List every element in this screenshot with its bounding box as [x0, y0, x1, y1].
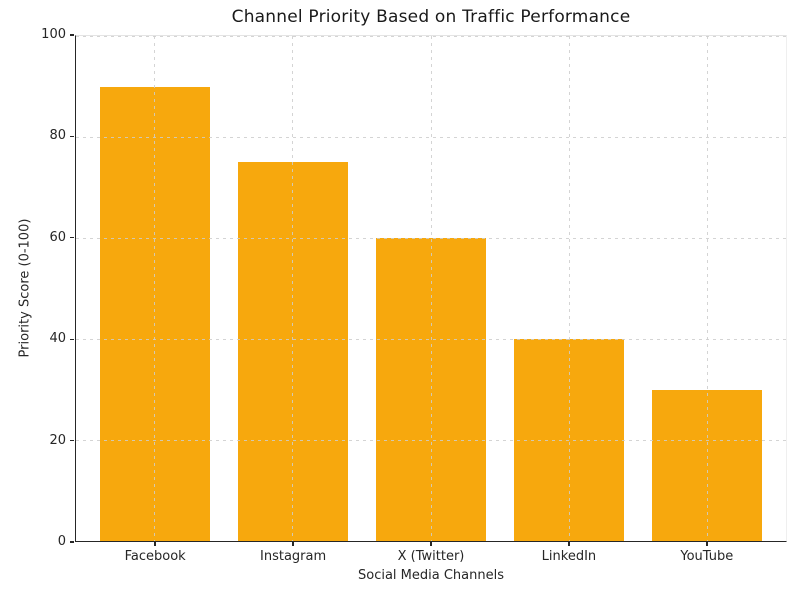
x-tick-mark — [430, 542, 432, 546]
y-tick-mark-60 — [70, 237, 74, 239]
y-tick-label-20: 20 — [49, 432, 66, 448]
x-tick-label-instagram: Instagram — [260, 549, 327, 564]
x-tick-mark — [292, 542, 294, 546]
y-tick-mark-40 — [70, 338, 74, 340]
bar-x-twitter- — [375, 238, 487, 541]
x-axis-ticks: Facebook Instagram X (Twitter) LinkedIn YouT… — [75, 542, 787, 564]
x-tick-mark — [706, 542, 708, 546]
x-tick-cell-instagram: Instagram — [224, 542, 362, 564]
bars-container — [86, 36, 776, 541]
x-tick-mark — [154, 542, 156, 546]
plot-area — [75, 35, 787, 542]
x-tick-cell-youtube: YouTube — [638, 542, 776, 564]
bar-slot-youtube — [638, 36, 776, 541]
y-tick-mark-80 — [70, 135, 74, 138]
y-tick-label-80: 80 — [49, 128, 66, 144]
y-tick-mark-0 — [70, 541, 74, 543]
bar-slot-x-twitter- — [362, 36, 500, 541]
x-tick-cell-facebook: Facebook — [86, 542, 224, 564]
y-tick-label-40: 40 — [49, 331, 66, 347]
bar-instagram — [237, 162, 349, 541]
x-tick-mark — [568, 542, 570, 546]
x-axis-label: Social Media Channels — [358, 568, 504, 583]
x-tick-cell-x-twitter-: X (Twitter) — [362, 542, 500, 564]
bar-slot-instagram — [224, 36, 362, 541]
y-tick-mark-100 — [70, 34, 74, 36]
y-tick-mark-20 — [70, 439, 74, 442]
x-tick-label-youtube: YouTube — [680, 549, 734, 564]
x-tick-cell-linkedin: LinkedIn — [500, 542, 638, 564]
chart-title: Channel Priority Based on Traffic Perfor… — [231, 7, 631, 27]
y-tick-label-100: 100 — [41, 27, 66, 42]
y-tick-label-0: 0 — [57, 534, 66, 549]
bar-facebook — [99, 86, 211, 541]
bar-slot-facebook — [86, 36, 224, 541]
x-tick-label-linkedin: LinkedIn — [541, 549, 597, 564]
y-tick-label-60: 60 — [49, 229, 66, 245]
bar-youtube — [651, 389, 763, 541]
x-tick-label-facebook: Facebook — [124, 549, 186, 564]
bar-slot-linkedin — [500, 36, 638, 541]
bar-linkedin — [513, 339, 625, 541]
x-tick-label-x-twitter-: X (Twitter) — [397, 549, 465, 564]
